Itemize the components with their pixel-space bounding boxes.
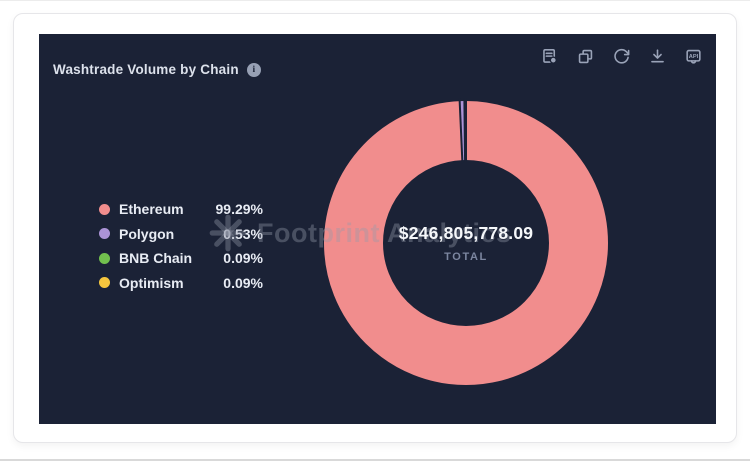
- legend-label: Optimism: [119, 274, 184, 291]
- legend-percent: 99.29%: [215, 201, 263, 218]
- view-data-button[interactable]: [540, 47, 559, 66]
- page-bottom-divider: [0, 459, 750, 461]
- donut-slice-ethereum[interactable]: [324, 101, 608, 385]
- panel-title: Washtrade Volume by Chain: [53, 62, 239, 77]
- download-icon: [651, 49, 664, 63]
- download-button[interactable]: [648, 47, 667, 66]
- page-top-divider: [0, 0, 750, 1]
- refresh-button[interactable]: [612, 47, 631, 66]
- bnb-chain-dot-icon: [99, 252, 110, 264]
- legend-item-polygon[interactable]: Polygon 0.53%: [99, 222, 263, 247]
- chart-toolbar: API: [540, 47, 703, 66]
- api-icon: API: [686, 49, 701, 64]
- svg-text:API: API: [689, 54, 699, 60]
- donut-chart: [316, 93, 616, 393]
- copy-button[interactable]: [576, 47, 595, 66]
- panel-header: Washtrade Volume by Chain i: [53, 62, 261, 77]
- refresh-icon: [614, 48, 630, 64]
- legend-percent: 0.09%: [223, 274, 263, 291]
- legend-percent: 0.53%: [223, 225, 263, 242]
- optimism-dot-icon: [99, 277, 110, 289]
- washtrade-volume-panel: Washtrade Volume by Chain i: [39, 34, 716, 424]
- ethereum-dot-icon: [99, 203, 110, 215]
- legend-percent: 0.09%: [223, 250, 263, 267]
- legend-item-bnb-chain[interactable]: BNB Chain 0.09%: [99, 246, 263, 271]
- legend-label: BNB Chain: [119, 250, 193, 267]
- polygon-dot-icon: [99, 228, 110, 240]
- api-button[interactable]: API: [684, 47, 703, 66]
- legend-item-ethereum[interactable]: Ethereum 99.29%: [99, 197, 263, 222]
- copy-icon: [578, 49, 593, 64]
- legend-label: Ethereum: [119, 201, 184, 218]
- view-data-icon: [543, 48, 557, 64]
- info-icon[interactable]: i: [246, 62, 261, 77]
- legend-label: Polygon: [119, 225, 175, 242]
- legend-item-optimism[interactable]: Optimism 0.09%: [99, 271, 263, 296]
- chart-card: Washtrade Volume by Chain i: [13, 13, 737, 443]
- chart-legend: Ethereum 99.29% Polygon 0.53% BNB Chain 0.09%…: [99, 197, 263, 295]
- slice-separator: [458, 98, 464, 164]
